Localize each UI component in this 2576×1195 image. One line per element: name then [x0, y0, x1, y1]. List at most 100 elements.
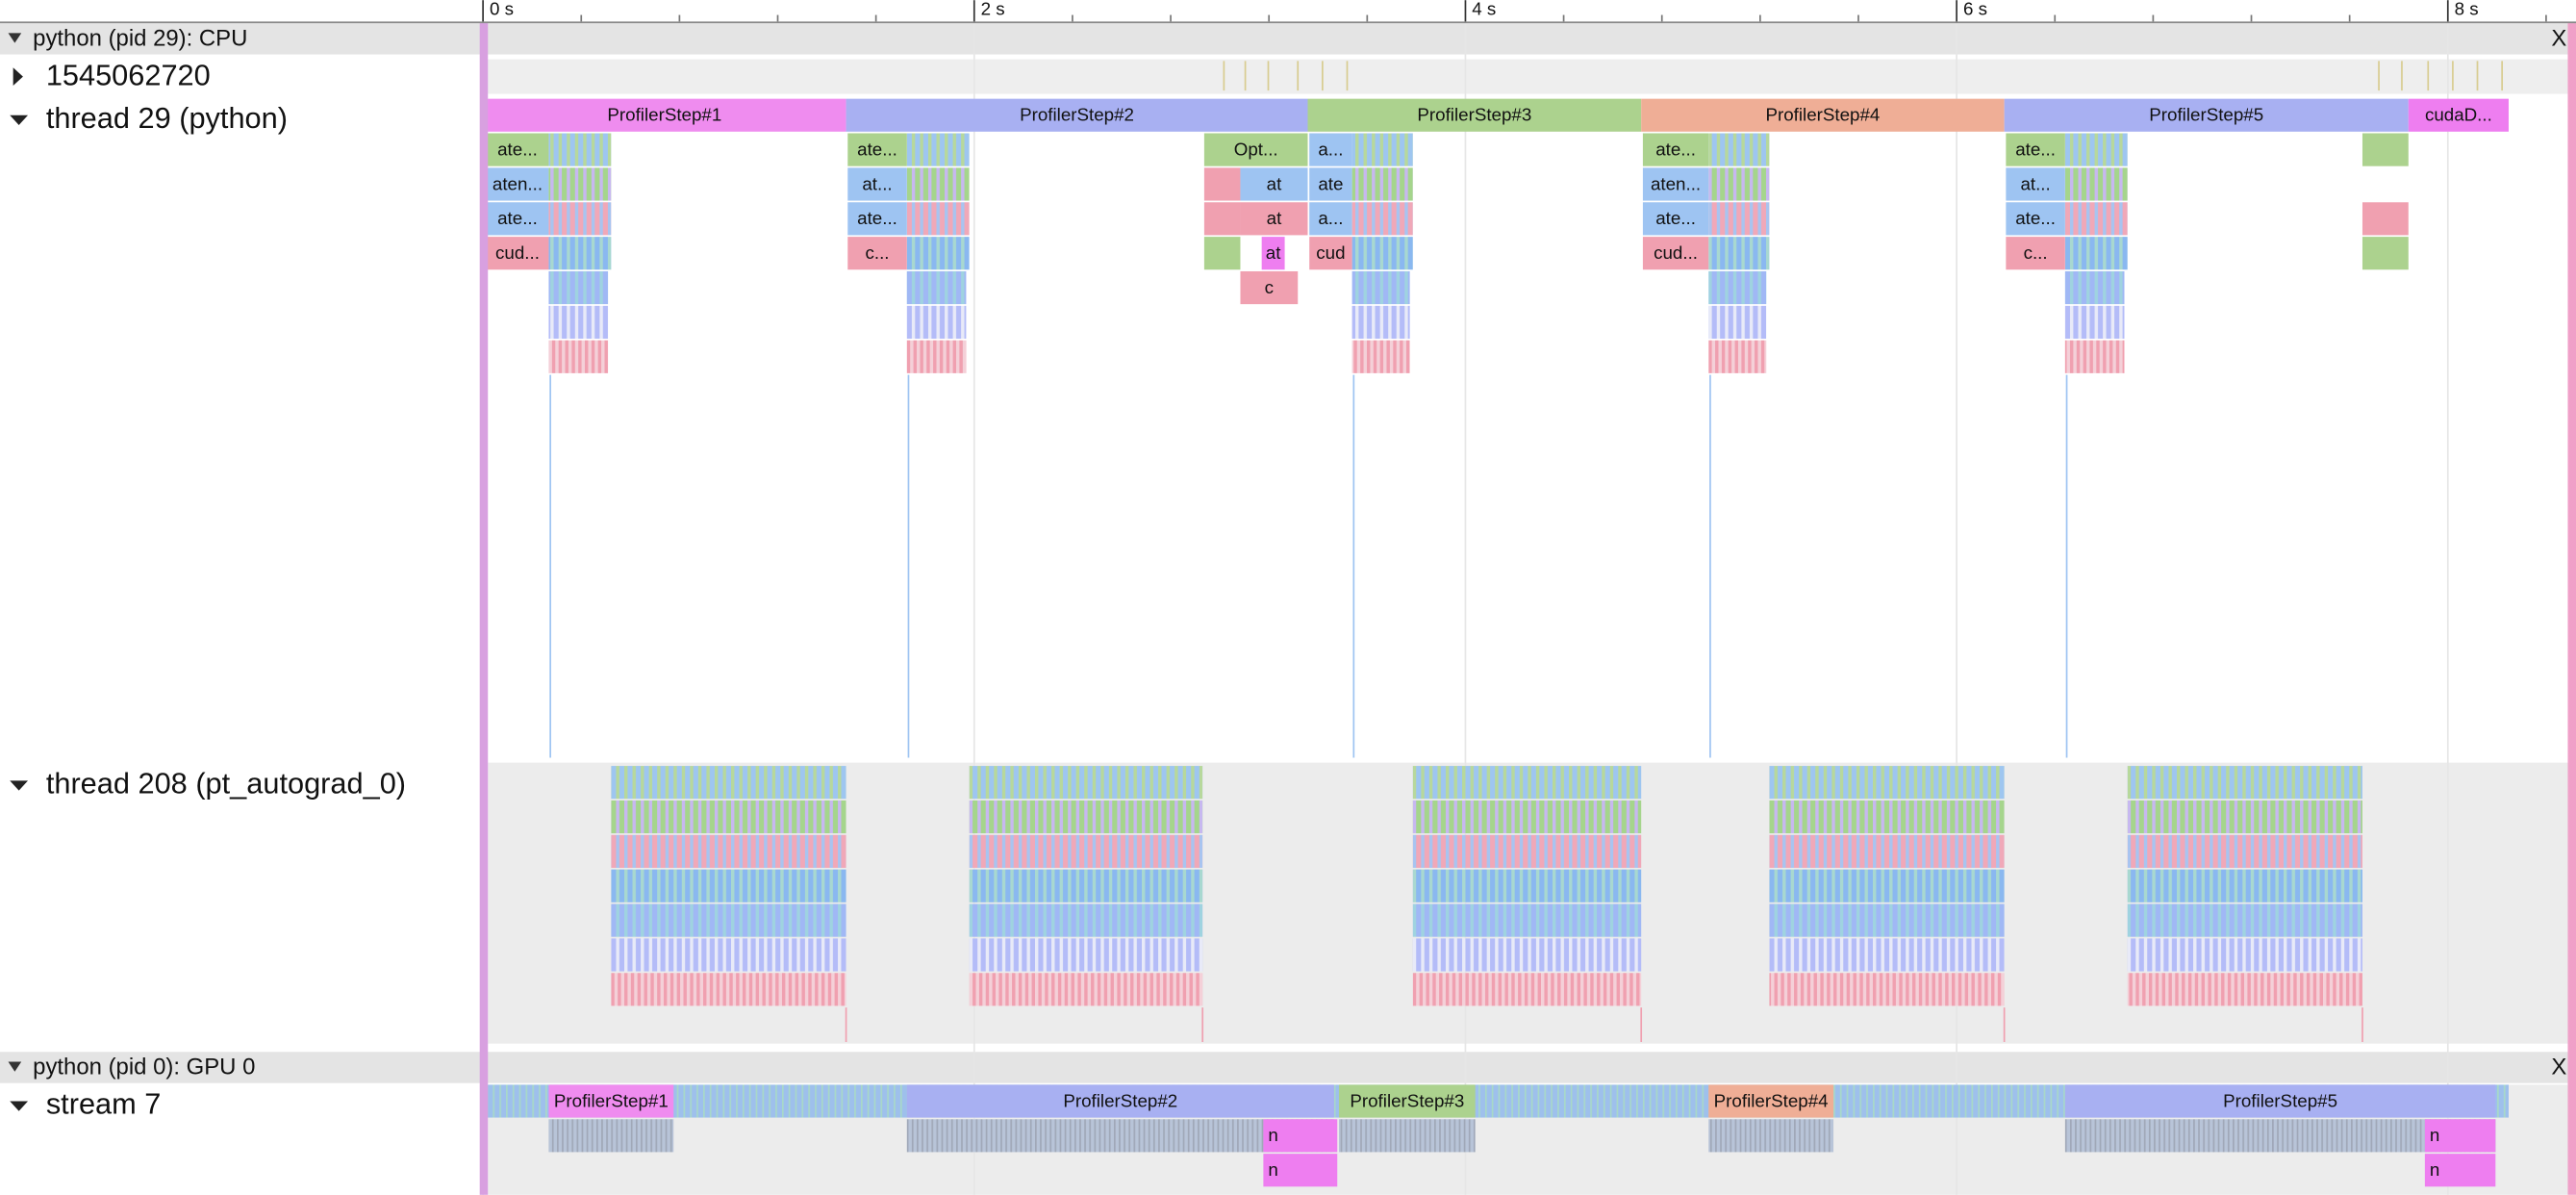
autograd-slices — [1412, 973, 1642, 1006]
slice[interactable] — [1240, 167, 1308, 201]
kernel-band — [1338, 1119, 1476, 1153]
range-marker — [479, 23, 489, 1195]
autograd-slices — [611, 766, 846, 800]
slice[interactable] — [1642, 202, 1709, 236]
slice-label: at — [1266, 242, 1281, 263]
slice[interactable] — [847, 237, 907, 270]
slice[interactable] — [1203, 133, 1308, 166]
autograd-slices — [2127, 834, 2362, 868]
autograd-slices — [1412, 938, 1642, 972]
slice[interactable] — [1309, 133, 1352, 166]
call-stack-detail — [2064, 133, 2128, 166]
slice[interactable] — [2424, 1154, 2496, 1187]
slice[interactable] — [2408, 98, 2509, 132]
slice-label: c... — [2024, 242, 2048, 263]
slice-label: n — [2430, 1125, 2439, 1145]
slice[interactable] — [1263, 1154, 1338, 1187]
slice[interactable] — [1641, 98, 2005, 132]
slice-label: ate... — [497, 208, 538, 228]
collapse-arrow[interactable] — [8, 1061, 22, 1072]
autograd-slices — [969, 973, 1203, 1006]
slice[interactable] — [906, 1084, 1334, 1118]
expand-arrow[interactable] — [13, 67, 23, 86]
close-button[interactable]: X — [2551, 1055, 2566, 1081]
collapse-arrow[interactable] — [10, 780, 29, 791]
autograd-slices — [969, 869, 1203, 903]
track-label: thread 29 (python) — [46, 101, 288, 135]
slice-label: ProfilerStep#2 — [1020, 105, 1134, 125]
autograd-slices — [611, 903, 846, 937]
slice[interactable] — [2006, 167, 2065, 201]
autograd-slices — [969, 766, 1203, 800]
slice[interactable] — [548, 1084, 674, 1118]
collapse-arrow[interactable] — [10, 114, 29, 125]
slice[interactable] — [1642, 167, 1709, 201]
slice[interactable] — [2006, 202, 2065, 236]
slice[interactable] — [846, 98, 1308, 132]
autograd-slices — [1412, 766, 1642, 800]
autograd-slices — [1769, 834, 2005, 868]
slice[interactable] — [1261, 237, 1285, 270]
autograd-slices — [1412, 800, 1642, 834]
slice[interactable] — [486, 237, 549, 270]
slice[interactable] — [1240, 202, 1308, 236]
slice-label: cudaD... — [2425, 105, 2492, 125]
call-stack-detail — [548, 202, 612, 236]
slice[interactable] — [1708, 1084, 1834, 1118]
slice-label: n — [1268, 1159, 1277, 1180]
slice[interactable] — [1338, 1084, 1476, 1118]
autograd-slices — [2127, 869, 2362, 903]
slice[interactable] — [1309, 202, 1352, 236]
slice-label: n — [1268, 1125, 1277, 1145]
collapse-arrow[interactable] — [10, 1101, 29, 1111]
slice-label: ProfilerStep#4 — [1765, 105, 1880, 125]
slice[interactable] — [486, 202, 549, 236]
slice[interactable] — [486, 133, 549, 166]
call-stack-detail — [548, 305, 609, 340]
call-stack-detail — [906, 167, 970, 201]
slice[interactable] — [1240, 270, 1299, 305]
call-stack-detail — [1351, 305, 1410, 340]
close-button[interactable]: X — [2551, 25, 2566, 51]
slice[interactable] — [2424, 1119, 2496, 1153]
slice[interactable] — [2006, 237, 2065, 270]
slice[interactable] — [2004, 98, 2409, 132]
call-stack-detail — [1351, 237, 1413, 270]
call-stack-detail — [2361, 237, 2409, 270]
call-stack-detail — [2064, 237, 2128, 270]
autograd-slices — [1769, 938, 2005, 972]
slice[interactable] — [1307, 98, 1642, 132]
slice-label: at — [1267, 173, 1282, 193]
call-stack-detail — [1351, 133, 1413, 166]
autograd-slices — [969, 938, 1203, 972]
slice-label: at... — [2020, 173, 2050, 193]
ruler-label: 2 s — [981, 0, 1005, 18]
call-stack-detail — [548, 167, 612, 201]
call-stack-detail — [1708, 305, 1767, 340]
collapse-arrow[interactable] — [8, 33, 22, 43]
call-stack-detail — [548, 237, 612, 270]
slice[interactable] — [483, 98, 846, 132]
slice[interactable] — [847, 202, 907, 236]
track-bg — [488, 59, 2568, 94]
call-stack-detail — [548, 340, 609, 373]
ruler-label: 4 s — [1472, 0, 1496, 18]
process-header[interactable]: python (pid 29): CPU — [33, 25, 247, 51]
slice[interactable] — [1309, 237, 1352, 270]
slice[interactable] — [847, 133, 907, 166]
process-header[interactable]: python (pid 0): GPU 0 — [33, 1055, 255, 1081]
slice[interactable] — [1263, 1119, 1338, 1153]
slice-label: ProfilerStep#1 — [607, 105, 721, 125]
slice[interactable] — [2064, 1084, 2496, 1118]
slice[interactable] — [1642, 133, 1709, 166]
slice[interactable] — [1309, 167, 1352, 201]
call-stack-detail — [906, 340, 967, 373]
slice-label: ate — [1318, 173, 1343, 193]
slice[interactable] — [486, 167, 549, 201]
slice[interactable] — [1642, 237, 1709, 270]
kernel-band — [1708, 1119, 1834, 1153]
slice[interactable] — [847, 167, 907, 201]
slice[interactable] — [2006, 133, 2065, 166]
call-stack-detail — [2064, 305, 2125, 340]
slice-label: a... — [1318, 139, 1343, 159]
